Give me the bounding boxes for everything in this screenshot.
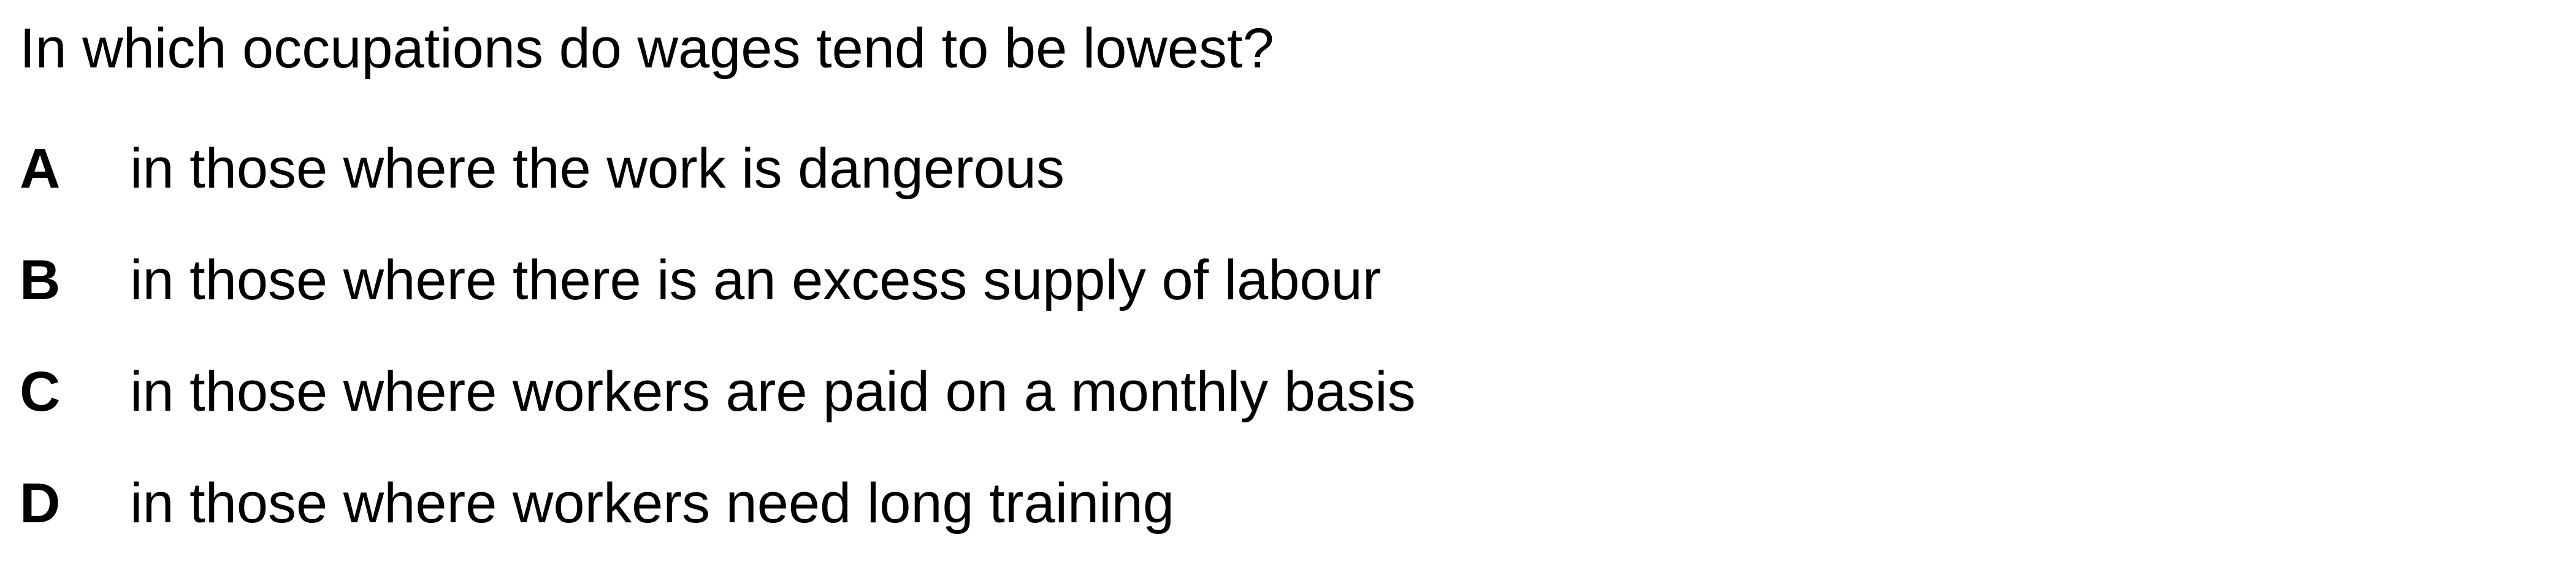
option-d[interactable]: D in those where workers need long train… (20, 463, 1416, 575)
option-letter: D (20, 463, 130, 543)
option-a[interactable]: A in those where the work is dangerous (20, 129, 1416, 240)
option-text: in those where workers need long trainin… (130, 463, 1174, 543)
option-text: in those where workers are paid on a mon… (130, 352, 1416, 432)
option-c[interactable]: C in those where workers are paid on a m… (20, 352, 1416, 463)
option-b[interactable]: B in those where there is an excess supp… (20, 240, 1416, 352)
answer-options: A in those where the work is dangerous B… (20, 129, 1416, 575)
option-letter: C (20, 352, 130, 432)
option-letter: A (20, 129, 130, 208)
option-text: in those where the work is dangerous (130, 129, 1064, 208)
option-text: in those where there is an excess supply… (130, 240, 1382, 320)
option-letter: B (20, 240, 130, 320)
question-text: In which occupations do wages tend to be… (20, 9, 1274, 88)
